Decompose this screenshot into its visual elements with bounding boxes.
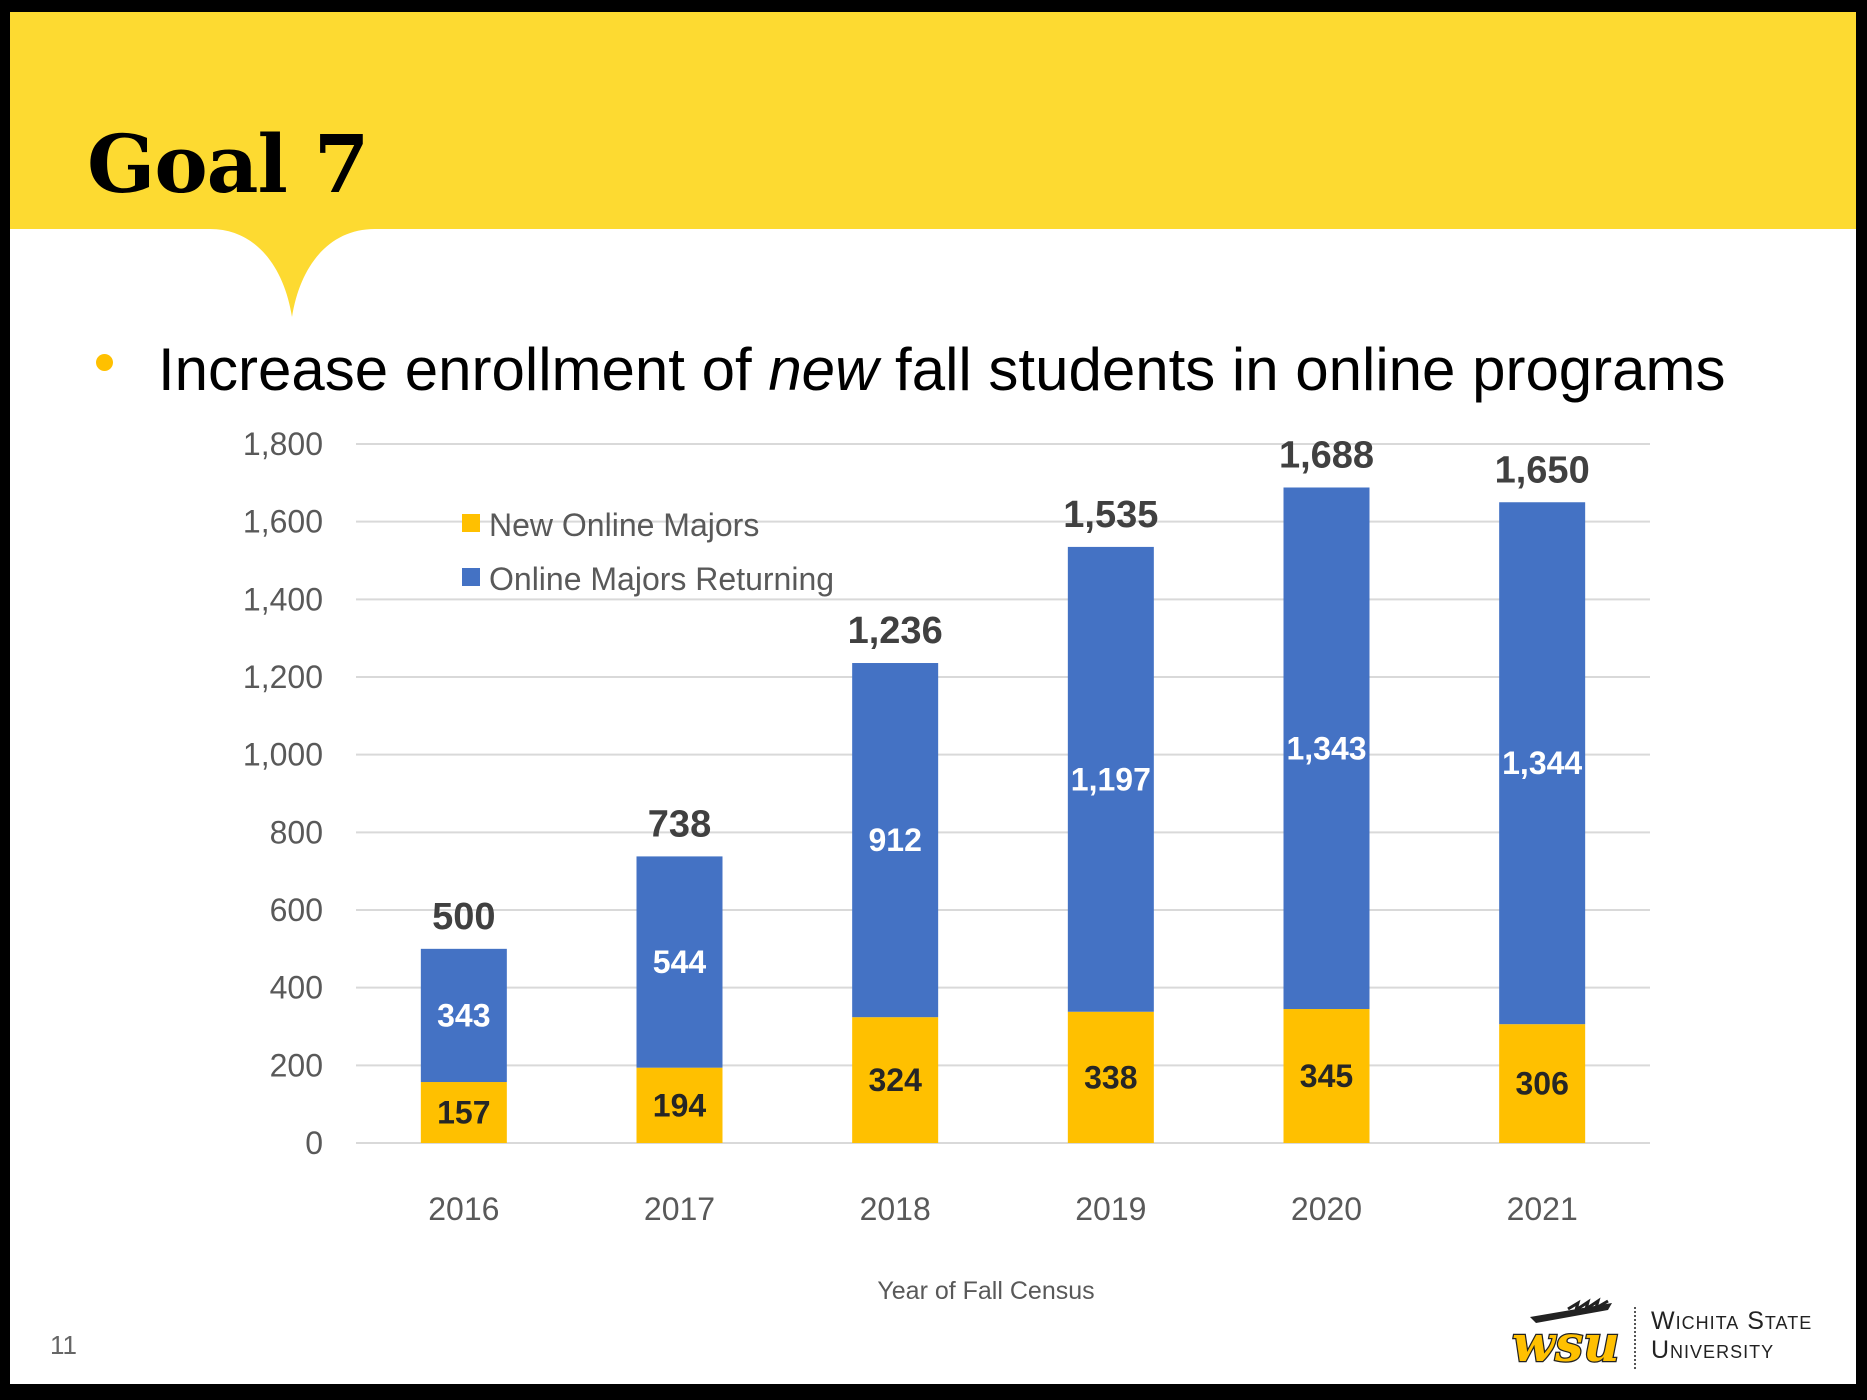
x-tick-label: 2020 [1291,1191,1362,1227]
bar-new-online-majors [852,1017,939,1143]
bar-online-majors-returning [852,663,939,1018]
bar-online-majors-returning [1499,502,1586,1025]
data-label-returning: 912 [868,822,921,858]
x-tick-label: 2018 [860,1191,931,1227]
wsu-wordmark-line1: Wichita State [1651,1307,1813,1335]
bullet-text: Increase enrollment of new fall students… [158,340,1726,400]
wsu-wordmark-line2: University [1651,1336,1775,1364]
bar-online-majors-returning [1283,487,1370,1010]
x-tick-label: 2021 [1507,1191,1578,1227]
legend-item-online-majors-returning: Online Majors Returning [489,561,834,597]
x-axis-title: Year of Fall Census [877,1277,1094,1305]
y-tick-label: 1,200 [243,659,323,695]
bars-layer [420,487,1586,1143]
grid-layer: 0 200 400 600 800 1,000 1,200 1,400 1,600 1,800 [243,426,1650,1161]
bullet-text-emphasis: new [768,336,879,403]
bar-new-online-majors [1067,1011,1154,1143]
data-label-returning: 1,197 [1071,761,1151,797]
data-label-total: 1,688 [1279,434,1374,476]
data-label-total: 500 [432,896,495,938]
legend-item-online-majors-returning-swatch [462,568,480,586]
bar-new-online-majors [420,1082,507,1143]
wsu-shocker-icon: wsu [1511,1297,1621,1374]
wsu-mark-text: wsu [1512,1314,1620,1373]
bar-new-online-majors [636,1067,723,1143]
wsu-wordmark: Wichita State University [1651,1307,1812,1365]
y-tick-label: 800 [270,814,323,850]
x-tick-label: 2017 [644,1191,715,1227]
logo-divider [1634,1307,1636,1369]
y-tick-label: 200 [270,1047,323,1083]
data-label-returning: 1,344 [1502,745,1582,781]
y-tick-label: 1,000 [243,737,323,773]
bar-online-majors-returning [1067,546,1154,1012]
y-tick-label: 0 [305,1125,323,1161]
wsu-logo: wsu Wichita State University [1508,1295,1848,1375]
data-label-total: 1,236 [848,610,943,652]
bar-online-majors-returning [636,856,723,1068]
bar-new-online-majors [1499,1024,1586,1143]
legend[interactable]: New Online Majors Online Majors Returning [462,507,834,597]
bullet-text-before: Increase enrollment of [158,336,769,403]
bullet-text-after: fall students in online programs [878,336,1726,403]
labels-layer: 157 343 500 2016 194 544 738 2017 324 912 1,236 201… [428,434,1589,1227]
slide: Goal 7 Increase enrollment of new fall s… [10,12,1856,1384]
data-label-new: 306 [1515,1066,1568,1102]
legend-item-new-online-majors: New Online Majors [489,507,759,543]
data-label-new: 157 [437,1095,490,1131]
legend-item-new-online-majors-swatch [462,514,480,532]
data-label-total: 1,535 [1063,494,1158,536]
y-tick-label: 1,600 [243,504,323,540]
data-label-new: 194 [653,1087,707,1123]
y-tick-label: 400 [270,970,323,1006]
enrollment-chart: 0 200 400 600 800 1,000 1,200 1,400 1,600 1,800 1… [243,426,1650,1305]
data-label-new: 338 [1084,1059,1137,1095]
bullet-icon [96,354,113,371]
data-label-returning: 1,343 [1286,730,1366,766]
data-label-total: 1,650 [1495,449,1590,491]
data-label-total: 738 [648,803,711,845]
x-tick-label: 2016 [428,1191,499,1227]
data-label-returning: 544 [653,944,707,980]
y-tick-label: 600 [270,892,323,928]
header-banner-shape [10,12,1856,317]
slide-title: Goal 7 [87,117,369,211]
page-number: 11 [50,1330,77,1360]
y-tick-label: 1,400 [243,581,323,617]
header-band [10,12,1856,317]
data-label-returning: 343 [437,997,490,1033]
bar-online-majors-returning [420,948,507,1083]
data-label-new: 324 [868,1062,922,1098]
y-tick-label: 1,800 [243,426,323,462]
x-tick-label: 2019 [1075,1191,1146,1227]
bar-new-online-majors [1283,1009,1370,1143]
data-label-new: 345 [1300,1058,1353,1094]
